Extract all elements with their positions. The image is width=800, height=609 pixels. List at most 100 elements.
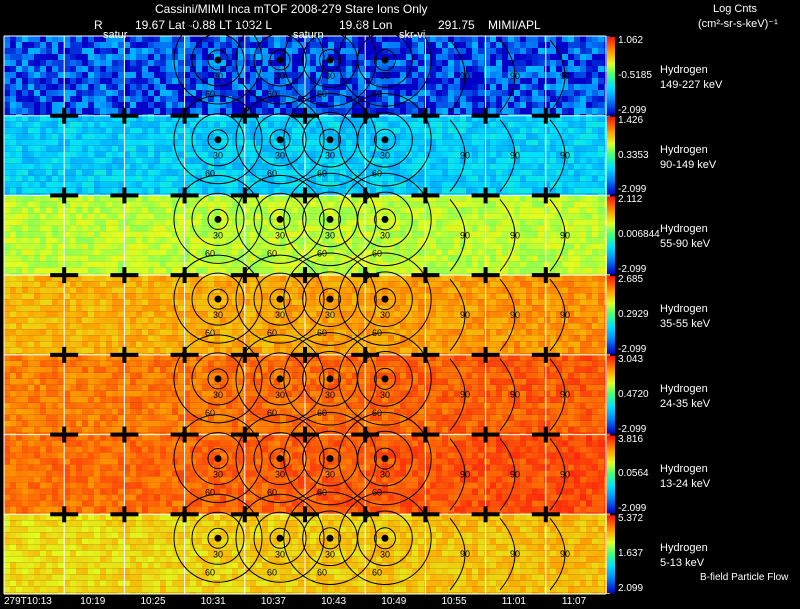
contour-label: 90 [460, 549, 470, 559]
planet-marker [326, 136, 334, 144]
contour-label: 30 [325, 470, 335, 480]
row-energy-label: 13-24 keV [660, 477, 711, 490]
contour-label: 30 [213, 549, 223, 559]
time-tick-label: 10:43 [321, 596, 347, 607]
time-tick-label: 10:37 [260, 596, 286, 607]
contour-ring [374, 288, 396, 311]
colorbar-mid-label: 0.0564 [618, 468, 649, 480]
row-energy-label: 55-90 keV [660, 238, 711, 251]
contour-ring [338, 172, 432, 267]
contour-ring [338, 93, 432, 187]
pixel-cross-marker [531, 107, 560, 124]
contour-ring [338, 252, 432, 346]
planet-marker [276, 56, 284, 64]
planet-marker [326, 455, 334, 463]
contour-ring [283, 13, 377, 107]
contour-label: 60 [267, 567, 277, 577]
planet-marker [326, 295, 334, 303]
contour-label: 30 [213, 71, 223, 81]
colorbar-min-label: -2.099 [618, 104, 647, 116]
colorbar-mid-label: 1.637 [618, 548, 644, 560]
planet-marker [381, 534, 389, 542]
contour-ring [357, 271, 413, 327]
contour-ring [283, 252, 377, 346]
contour-label: 60 [205, 169, 215, 179]
row-species-label: Hydrogen [660, 382, 708, 395]
pixel-cross-marker [110, 346, 139, 363]
contour-ring [319, 447, 341, 470]
contour-label: 30 [213, 151, 223, 161]
planet-marker [326, 375, 334, 383]
contour-ring [207, 129, 229, 151]
row-species-label: Hydrogen [660, 223, 708, 236]
colorbar [607, 515, 615, 593]
contour-label: 90 [460, 310, 470, 320]
colorbar-max-label: 5.372 [618, 513, 644, 525]
pixel-cross-marker [351, 267, 380, 284]
pixel-cross-marker [471, 187, 500, 204]
contour-ring [173, 334, 263, 424]
contour-label: 30 [275, 310, 285, 320]
pixel-cross-marker [531, 346, 560, 363]
colorbar-max-label: 2.685 [618, 274, 644, 286]
contour-label: 90 [560, 310, 570, 320]
contour-arc [449, 438, 466, 511]
contour-ring [253, 33, 307, 87]
pixel-cross-marker [110, 267, 139, 284]
time-tick-label: 10:19 [80, 596, 106, 607]
colorbar-min-label: 2.099 [618, 583, 644, 594]
contour-ring [253, 352, 307, 406]
contour-arc [499, 278, 516, 352]
contour-label: 30 [275, 71, 285, 81]
contour-ring [207, 49, 229, 71]
pixel-cross-marker [351, 346, 380, 363]
contour-ring [357, 351, 413, 407]
contour-ring [235, 95, 325, 185]
contour-ring [374, 527, 396, 550]
pixel-cross-marker [471, 506, 500, 523]
pixel-cross-marker [411, 267, 440, 284]
contour-label: 90 [560, 469, 570, 479]
pixel-cross-marker [351, 506, 380, 523]
planet-marker [381, 136, 389, 144]
colorbar-min-label: -2.099 [618, 343, 647, 355]
contour-ring [319, 527, 341, 550]
planet-marker [381, 56, 389, 64]
colorbar-mid-label: -0.5185 [618, 69, 652, 81]
planet-marker [214, 136, 222, 144]
pixel-cross-marker [170, 267, 199, 284]
planet-marker [276, 295, 284, 303]
pixel-cross-marker [170, 346, 199, 363]
contour-arc [499, 39, 516, 113]
planet-marker [214, 56, 222, 64]
pixel-cross-marker [531, 426, 560, 443]
contour-ring [235, 334, 325, 424]
contour-arc [449, 199, 466, 272]
colorbar [607, 116, 615, 195]
contour-label: 90 [510, 151, 520, 161]
colorbar-units: (cm²-sr-s-keV)⁻¹ [698, 18, 778, 30]
planet-marker [214, 295, 222, 303]
row-species-label: Hydrogen [660, 143, 708, 156]
pixel-cross-marker [531, 267, 560, 284]
pixel-cross-marker [110, 426, 139, 443]
contour-label: 90 [560, 230, 570, 240]
contour-ring [269, 129, 291, 151]
planet-marker [381, 215, 389, 223]
colorbar [607, 276, 615, 354]
colorbar-max-label: 2.112 [618, 194, 643, 206]
contour-ring [173, 15, 263, 105]
contour-label: 90 [510, 230, 520, 240]
contour-label: 90 [560, 151, 570, 161]
planet-marker [326, 56, 334, 64]
saturn-annotation: saturn [293, 29, 324, 41]
contour-label: 90 [460, 71, 470, 81]
contour-ring [357, 111, 413, 168]
pixel-cross-marker [50, 426, 79, 443]
contour-arc [449, 119, 466, 192]
row-energy-label: 149-227 keV [660, 79, 723, 91]
pixel-cross-marker [471, 346, 500, 363]
contour-label: 30 [213, 230, 223, 240]
pixel-cross-marker [170, 506, 199, 523]
contour-ring [173, 95, 263, 185]
